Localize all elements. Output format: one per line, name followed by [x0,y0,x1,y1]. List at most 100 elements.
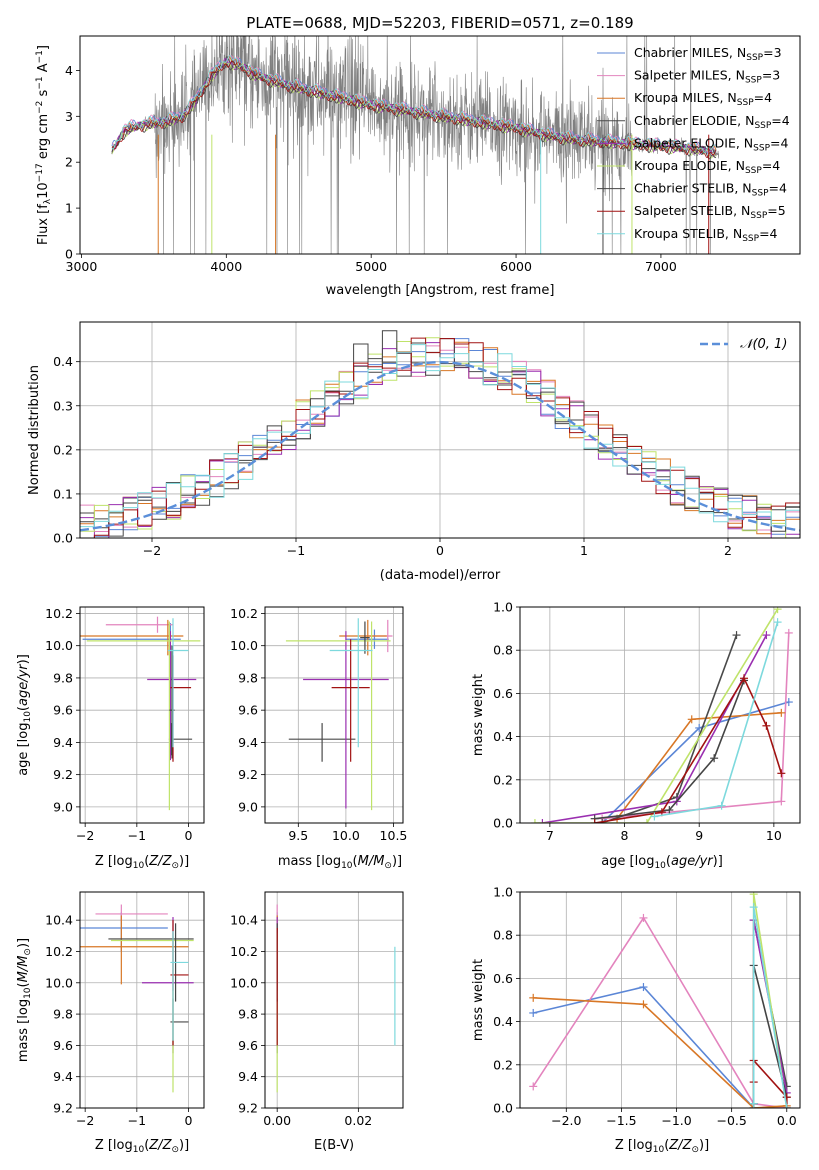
y-tick-label: 0.0 [493,816,513,831]
x-tick-label: 1 [580,543,588,558]
histogram-kroupa_stelib [80,344,800,528]
x-tick-label: 10.0 [332,828,360,843]
y-tick-label: 9.4 [53,1069,73,1084]
x-tick-label: −2 [76,1113,94,1128]
normal-reference-curve [80,360,800,532]
x-tick-label: −1.5 [606,1113,636,1128]
x-tick-label: 7000 [645,259,677,274]
errorbar-salpeter_elodie [303,631,389,809]
weight-marker [773,618,782,627]
figure-title: PLATE=0688, MJD=52203, FIBERID=0571, z=0… [246,14,633,32]
x-axis-label: Z [log10(Z/Z⊙)] [615,1138,709,1155]
y-tick-label: 0.8 [493,643,513,658]
plot-area-weight_vs_Z [529,892,791,1108]
x-tick-label: 3000 [66,259,98,274]
axes-weight_vs_Z: −2.0 −1.5 −1.0 −0.5 0.0 0.0 0.2 0.4 0.6 0.8 1.0 [493,885,801,1128]
errorbar-kroupa_stelib [170,931,189,1041]
x-axis-label: age [log10(age/yr)] [601,854,723,871]
weight-marker [529,1082,538,1091]
x-axis-label: E(B-V) [314,1138,354,1153]
axes-frame [264,891,404,1109]
x-tick-label: 0.0 [777,1113,797,1128]
y-tick-label: 0.2 [53,442,73,457]
errorbar-kroupa_elodie [86,621,201,811]
weight-marker [732,631,741,640]
axes-frame [264,606,404,824]
plot-area-age_vs_Z [80,616,201,811]
y-tick-label: 10.0 [45,638,73,653]
x-tick-label: −2 [76,828,94,843]
y-tick-label: 9.2 [238,1101,258,1116]
weight-line-salpeter_elodie [542,634,768,823]
x-axis-label: Z [log10(Z/Z⊙)] [95,1138,189,1155]
y-axis-label: age [log10(age/yr)] [16,654,33,776]
x-tick-label: 9 [695,828,703,843]
weight-line-chabrier_stelib [594,680,745,820]
y-tick-label: 10.4 [45,913,73,928]
model-spectrum-salpeter_miles [111,55,717,153]
axes-mass_vs_ebv: 0.00 0.02 9.2 9.4 9.6 9.8 10.0 10.2 10.4 [230,891,404,1128]
x-tick-label: 4000 [210,259,242,274]
x-axis-label: (data-model)/error [380,568,501,583]
weight-marker [538,819,547,823]
weight-marker [749,903,758,912]
x-tick-label: 0 [185,1113,193,1128]
x-tick-label: −1.0 [661,1113,691,1128]
y-tick-label: 10.2 [230,606,258,621]
errorbar-chabrier_stelib [169,645,175,759]
legend-entry: Kroupa STELIB, NSSP=4 [634,226,778,244]
plot-area-spectrum [111,36,719,254]
x-tick-label: 2 [724,543,732,558]
errorbar-chabrier_stelib [360,621,370,654]
y-tick-label: 9.8 [53,670,73,685]
weight-marker [529,993,538,1002]
axes-frame [79,891,205,1109]
observed-spectrum [111,36,719,254]
x-tick-label: 0 [436,543,444,558]
y-axis-label: mass weight [471,959,486,1041]
weight-marker [598,819,607,823]
histogram-salpeter_stelib [80,337,800,538]
y-tick-label: 1.0 [493,600,513,615]
y-tick-label: 10.2 [230,944,258,959]
y-tick-label: 3 [65,109,73,124]
weight-marker [639,983,648,992]
model-spectrum-kroupa_elodie [111,61,717,159]
axes-frame [519,606,801,824]
weight-marker [717,801,726,810]
histogram-chabrier_stelib [80,330,800,532]
weight-line-chabrier_stelib [752,965,788,1104]
y-tick-label: 0.4 [493,729,513,744]
y-tick-label: 4 [65,63,73,78]
errorbar-chabrier_miles [80,912,168,952]
x-tick-label: 5000 [355,259,387,274]
x-tick-label: 9.5 [288,828,308,843]
plot-area-residuals [80,330,800,538]
y-tick-label: 9.8 [53,1007,73,1022]
x-tick-label: 0 [185,828,193,843]
y-tick-label: 9.6 [53,703,73,718]
axes-frame [79,35,801,255]
x-axis-label: Z [log10(Z/Z⊙)] [95,854,189,871]
x-axis-label: mass [log10(M/M⊙)] [278,854,402,871]
legend-entry: Kroupa ELODIE, NSSP=4 [634,158,780,176]
axes-frame [519,891,801,1109]
x-tick-label: 8 [621,828,629,843]
legend-entry: 𝒩(0, 1) [740,337,787,352]
spectrum-legend: Chabrier MILES, NSSP=3 Salpeter MILES, NS… [597,45,790,244]
x-tick-label: −2 [143,543,161,558]
weight-line-salpeter_miles [602,632,790,820]
y-tick-label: 1 [65,201,73,216]
y-tick-label: 10.2 [45,944,73,959]
weight-marker [642,819,651,823]
weight-marker [777,797,786,806]
weight-line-kroupa_miles [533,997,787,1108]
plot-area-mass_vs_ebv [276,904,396,1093]
y-tick-label: 0.8 [493,928,513,943]
y-tick-label: 9.4 [53,735,73,750]
y-tick-label: 10.2 [45,606,73,621]
x-tick-label: 10 [766,828,782,843]
x-tick-label: 10.5 [380,828,408,843]
weight-marker [639,1000,648,1009]
